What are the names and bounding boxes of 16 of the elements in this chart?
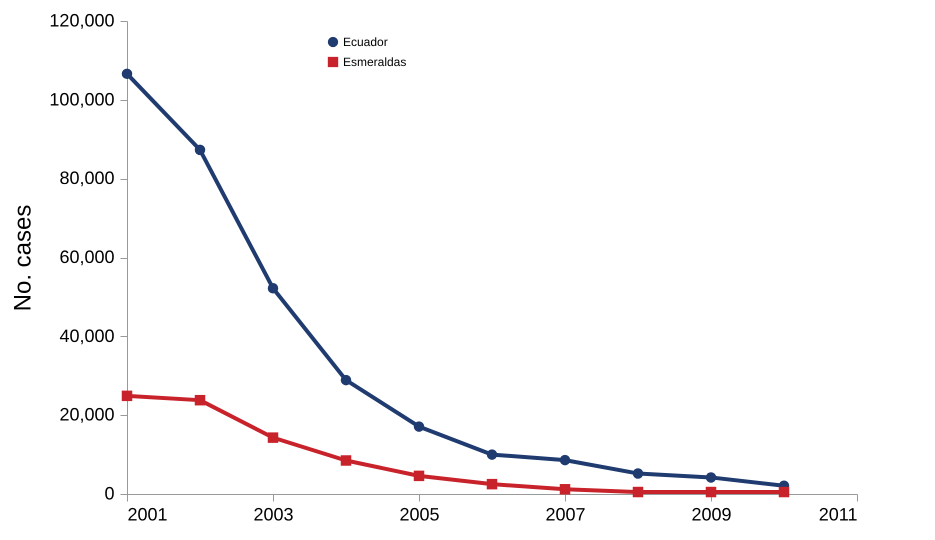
legend-label: Ecuador	[343, 35, 388, 49]
y-tick-label: 80,000	[59, 168, 114, 188]
y-tick-label: 60,000	[59, 247, 114, 267]
x-tick-label: 2001	[128, 504, 168, 524]
x-tick-label: 2003	[253, 504, 294, 524]
x-tick-label: 2005	[399, 504, 440, 524]
y-tick-label: 100,000	[49, 89, 114, 110]
x-tick-label: 2011	[818, 504, 858, 524]
y-tick-label: 40,000	[59, 326, 114, 346]
y-tick-label: 20,000	[59, 404, 114, 425]
x-tick-label: 2009	[691, 504, 732, 524]
y-axis-title: No. cases	[9, 204, 36, 312]
y-tick-label: 0	[104, 484, 114, 504]
x-tick-label: 2007	[545, 504, 586, 524]
y-tick-label: 120,000	[49, 10, 114, 30]
legend-label: Esmeraldas	[343, 55, 406, 69]
